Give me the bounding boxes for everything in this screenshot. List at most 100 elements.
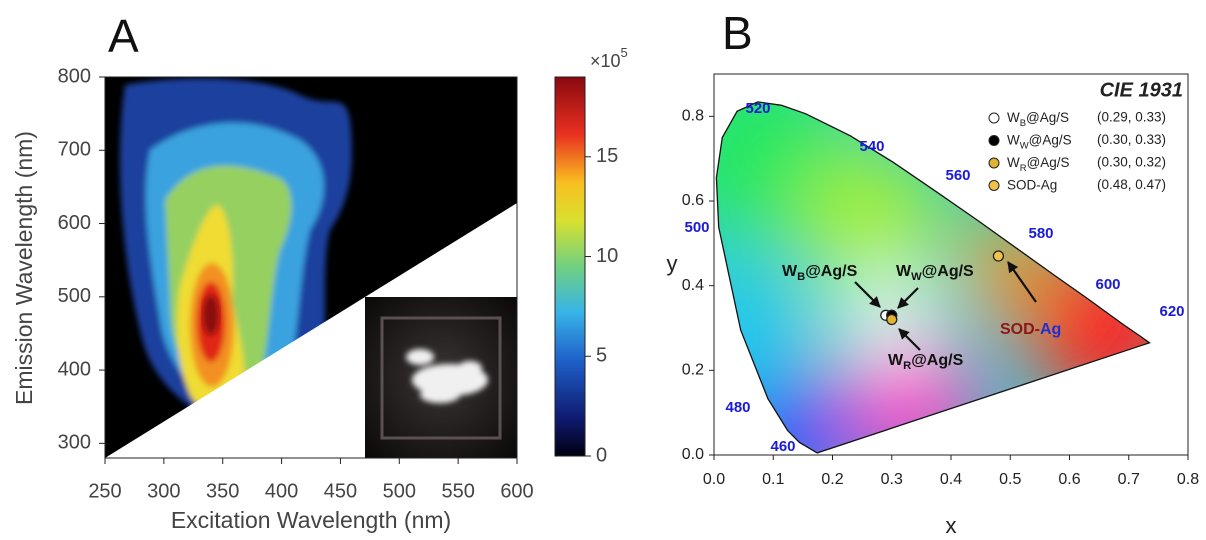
panel-b: B CIE 1931 x y 0.0 0.1 0.2 0.3 0.4 0.5 0.6 0.7 0… xyxy=(667,7,1200,538)
wavelength-label: 580 xyxy=(1028,225,1053,242)
x-axis-label: x xyxy=(946,513,957,538)
x-tick-label: 0.7 xyxy=(1118,471,1140,488)
label-rest: @Ag/S xyxy=(1029,132,1072,147)
legend-label: WB@Ag/S xyxy=(1007,110,1069,129)
x-tick-label: 0.2 xyxy=(821,471,843,488)
label-subscript: W xyxy=(911,271,922,283)
annotation: SOD-Ag xyxy=(1000,321,1061,338)
wavelength-label: 480 xyxy=(725,399,750,416)
x-axis-label: Excitation Wavelength (nm) xyxy=(171,507,451,533)
label-main: SOD-Ag xyxy=(1007,177,1057,192)
label-subscript: B xyxy=(797,271,805,283)
label-subscript: R xyxy=(903,360,911,372)
x-tick-label: 400 xyxy=(265,480,298,502)
legend-coordinates: (0.48, 0.47) xyxy=(1097,177,1166,192)
label-rest: @Ag/S xyxy=(922,263,974,280)
label-subscript: B xyxy=(1020,118,1026,129)
arrows xyxy=(854,261,1037,351)
wavelength-label: 500 xyxy=(684,219,709,236)
chart-title: CIE 1931 xyxy=(1100,79,1183,101)
legend-label: SOD-Ag xyxy=(1007,177,1057,192)
x-tick-label: 0.0 xyxy=(703,471,725,488)
label-main: W xyxy=(1007,110,1020,125)
panel-label: A xyxy=(108,10,139,62)
label-rest: Ag xyxy=(1040,321,1061,338)
label-rest: @Ag/S xyxy=(911,352,963,369)
legend-label: WR@Ag/S xyxy=(1007,155,1070,174)
wavelength-label: 600 xyxy=(1095,276,1120,293)
colorbar-multiplier: ×105 xyxy=(590,45,628,70)
x-tick-label: 0.1 xyxy=(762,471,784,488)
plot-frame xyxy=(104,76,518,459)
x-tick-label: 0.6 xyxy=(1058,471,1080,488)
y-tick-label: 500 xyxy=(58,285,91,307)
annotation: WR@Ag/S xyxy=(888,352,964,372)
colorbar-tick-label: 15 xyxy=(596,145,618,167)
legend-label: WW@Ag/S xyxy=(1007,132,1072,151)
label-main: W xyxy=(888,352,904,369)
data-point xyxy=(886,313,898,326)
colorbar xyxy=(554,76,586,457)
colorbar-tick-label: 10 xyxy=(596,245,618,267)
legend-marker xyxy=(988,112,1000,124)
peak xyxy=(202,295,219,336)
y-tick-label: 300 xyxy=(58,432,91,454)
x-tick-label: 500 xyxy=(383,480,416,502)
legend-coordinates: (0.29, 0.33) xyxy=(1097,110,1166,125)
inset-photo xyxy=(365,297,517,458)
panel-label: B xyxy=(722,7,753,59)
legend-marker xyxy=(988,135,1000,146)
label-main: W xyxy=(1007,132,1020,147)
y-tick-label: 700 xyxy=(58,139,91,161)
wavelength-label: 620 xyxy=(1159,303,1184,320)
annotation: WW@Ag/S xyxy=(896,263,974,283)
wavelength-label: 520 xyxy=(745,100,770,117)
colorbar-tick-label: 0 xyxy=(596,444,607,466)
legend-coordinates: (0.30, 0.32) xyxy=(1097,155,1166,170)
y-tick-label: 0.0 xyxy=(682,446,704,463)
x-tick-label: 0.8 xyxy=(1177,471,1199,488)
data-point xyxy=(992,250,1005,262)
label-main: W xyxy=(782,263,798,280)
y-tick-label: 0.6 xyxy=(682,192,704,209)
annotation: WB@Ag/S xyxy=(782,263,858,283)
x-tick-label: 600 xyxy=(500,480,533,502)
label-main: W xyxy=(1007,155,1020,170)
spectral-locus xyxy=(715,101,1151,454)
wavelength-label: 460 xyxy=(770,438,795,455)
y-axis-label: y xyxy=(667,251,678,276)
y-tick-label: 0.4 xyxy=(682,277,704,294)
x-tick-label: 450 xyxy=(324,480,357,502)
multiplier-base: ×10 xyxy=(590,51,621,71)
x-tick-label: 550 xyxy=(441,480,474,502)
x-tick-label: 300 xyxy=(147,480,180,502)
panel-a: A Excitation Wavelength (nm) Emission Wa… xyxy=(11,10,628,533)
legend-marker xyxy=(988,157,1000,169)
label-subscript: R xyxy=(1020,163,1027,174)
y-tick-label: 400 xyxy=(58,358,91,380)
y-tick-label: 600 xyxy=(58,212,91,234)
x-tick-label: 0.5 xyxy=(999,471,1021,488)
colorbar-tick-label: 5 xyxy=(596,345,607,367)
multiplier-exponent: 5 xyxy=(621,45,628,60)
y-tick-label: 800 xyxy=(58,65,91,87)
wavelength-label: 560 xyxy=(945,167,970,184)
label-rest: @Ag/S xyxy=(805,263,857,280)
x-tick-label: 0.4 xyxy=(940,471,962,488)
x-tick-label: 350 xyxy=(206,480,239,502)
heatmap xyxy=(105,77,517,458)
label-main: W xyxy=(896,263,912,280)
y-axis-label: Emission Wavelength (nm) xyxy=(11,131,37,405)
legend-marker xyxy=(988,180,1000,191)
label-rest: @Ag/S xyxy=(1026,110,1069,125)
x-tick-label: 0.3 xyxy=(881,471,903,488)
label-rest: @Ag/S xyxy=(1027,155,1070,170)
label-main: SOD- xyxy=(1000,321,1040,338)
y-tick-label: 0.2 xyxy=(682,362,704,379)
legend-coordinates: (0.30, 0.33) xyxy=(1097,132,1166,147)
y-tick-label: 0.8 xyxy=(682,108,704,125)
label-subscript: W xyxy=(1020,140,1029,151)
wavelength-label: 540 xyxy=(859,138,884,155)
x-tick-label: 250 xyxy=(88,480,121,502)
